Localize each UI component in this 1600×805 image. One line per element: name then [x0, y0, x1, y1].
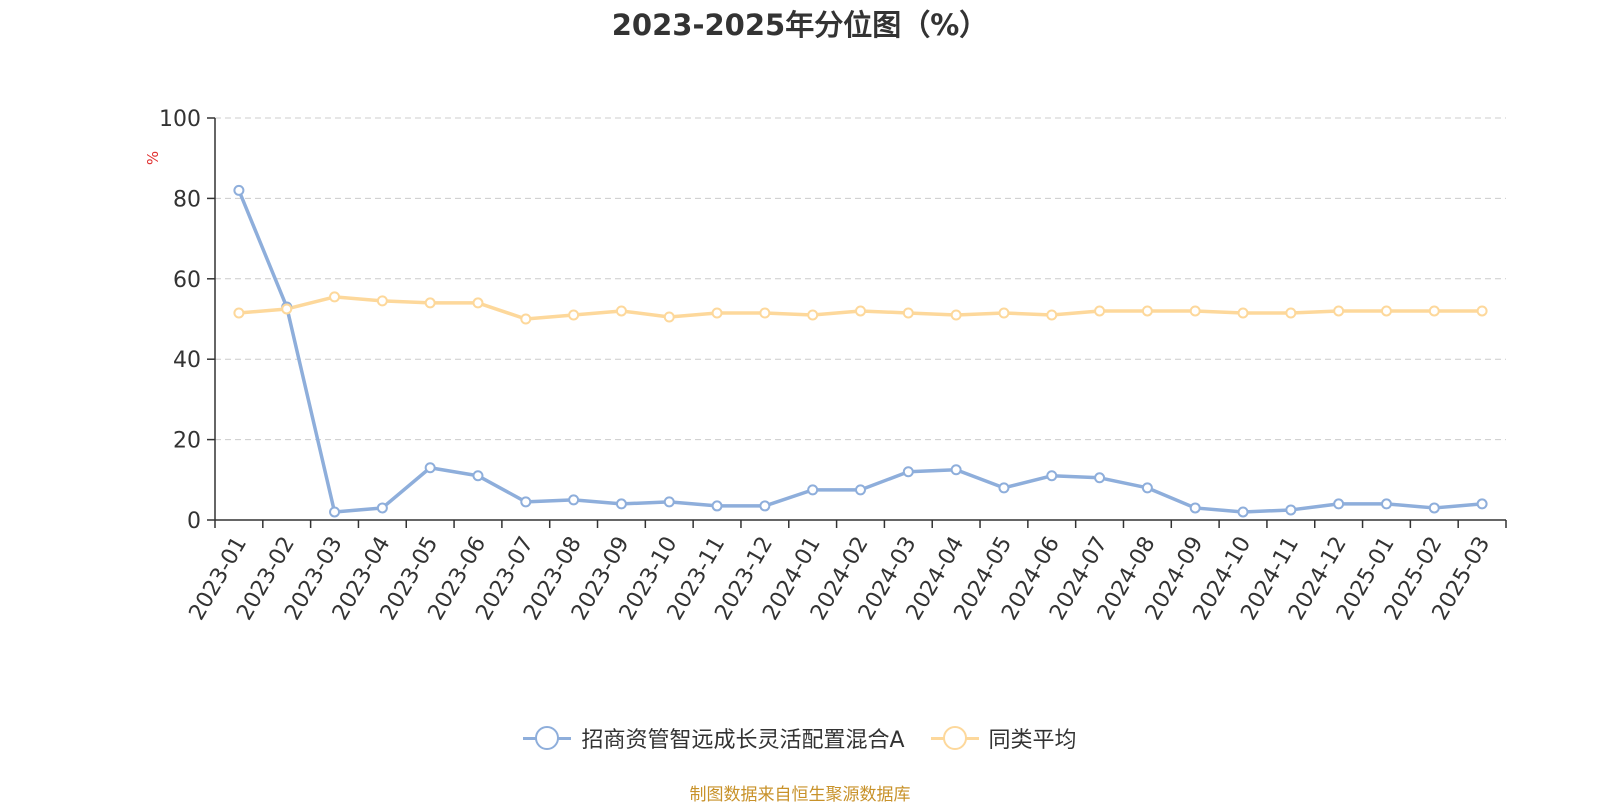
data-point-series-1 — [855, 305, 866, 317]
data-point-series-1 — [1333, 305, 1345, 317]
data-point-series-1 — [1428, 305, 1440, 317]
legend-item-series-a[interactable]: 招商资管智远成长灵活配置混合A — [523, 722, 905, 754]
data-point-series-0 — [1094, 472, 1106, 484]
y-axis-unit-label: % — [144, 151, 162, 165]
data-point-series-1 — [1189, 305, 1201, 317]
data-point-series-0 — [1380, 498, 1392, 510]
data-point-series-0 — [1046, 470, 1058, 482]
data-point-series-1 — [711, 307, 723, 319]
data-point-series-0 — [424, 462, 436, 474]
y-tick-label: 100 — [159, 107, 201, 132]
data-point-series-0 — [1333, 498, 1345, 510]
data-point-series-0 — [998, 482, 1010, 494]
data-point-series-1 — [807, 309, 819, 321]
legend-item-series-b[interactable]: 同类平均 — [930, 722, 1077, 754]
data-point-series-0 — [472, 470, 484, 482]
data-point-series-1 — [520, 313, 532, 325]
data-point-series-1 — [998, 307, 1010, 319]
data-point-series-0 — [902, 466, 914, 478]
series-line-0 — [237, 188, 1484, 514]
data-point-series-1 — [1285, 307, 1297, 319]
data-point-series-1 — [759, 307, 771, 319]
source-note: 制图数据来自恒生聚源数据库 — [689, 785, 911, 805]
y-tick-label: 60 — [173, 268, 201, 293]
data-point-series-1 — [1237, 307, 1249, 319]
legend-label-series-b: 同类平均 — [988, 728, 1077, 753]
data-point-series-0 — [950, 464, 962, 476]
legend: 招商资管智远成长灵活配置混合A 同类平均 — [0, 722, 1600, 754]
data-point-series-0 — [568, 494, 580, 506]
data-point-series-0 — [1141, 482, 1153, 494]
legend-label-series-a: 招商资管智远成长灵活配置混合A — [581, 728, 905, 753]
data-point-series-0 — [1285, 504, 1297, 516]
data-point-series-0 — [1189, 502, 1201, 514]
data-point-series-0 — [807, 484, 819, 496]
data-point-series-1 — [1046, 309, 1058, 321]
data-point-series-0 — [233, 184, 245, 196]
data-point-series-1 — [615, 305, 627, 317]
data-point-series-0 — [1476, 498, 1488, 510]
data-point-series-1 — [902, 307, 914, 319]
y-tick-label: 80 — [173, 187, 201, 212]
data-point-series-0 — [376, 502, 388, 514]
data-point-series-0 — [1237, 506, 1249, 518]
data-point-series-0 — [711, 500, 723, 512]
data-point-series-0 — [520, 496, 532, 508]
chart-title: 2023-2025年分位图（%） — [611, 8, 989, 42]
data-point-series-1 — [233, 307, 245, 319]
data-point-series-1 — [663, 311, 675, 323]
data-point-series-1 — [1094, 305, 1106, 317]
data-point-series-0 — [615, 498, 627, 510]
data-point-series-0 — [759, 500, 771, 512]
data-point-series-1 — [424, 297, 436, 309]
data-point-series-1 — [950, 309, 962, 321]
data-point-series-1 — [376, 295, 388, 307]
data-point-series-1 — [1141, 305, 1153, 317]
data-point-series-1 — [329, 291, 341, 303]
y-tick-label: 40 — [173, 348, 201, 373]
legend-swatch-series-a — [523, 726, 572, 750]
data-point-series-0 — [663, 496, 675, 508]
data-point-series-0 — [1428, 502, 1440, 514]
y-tick-label: 0 — [187, 509, 201, 534]
data-point-series-1 — [281, 303, 293, 315]
data-point-series-1 — [472, 297, 484, 309]
data-point-series-1 — [1476, 305, 1488, 317]
data-point-series-0 — [855, 484, 866, 496]
data-point-series-1 — [1380, 305, 1392, 317]
data-point-series-1 — [568, 309, 580, 321]
data-point-series-0 — [329, 506, 341, 518]
y-tick-label: 20 — [173, 429, 201, 454]
legend-swatch-series-b — [930, 726, 979, 750]
